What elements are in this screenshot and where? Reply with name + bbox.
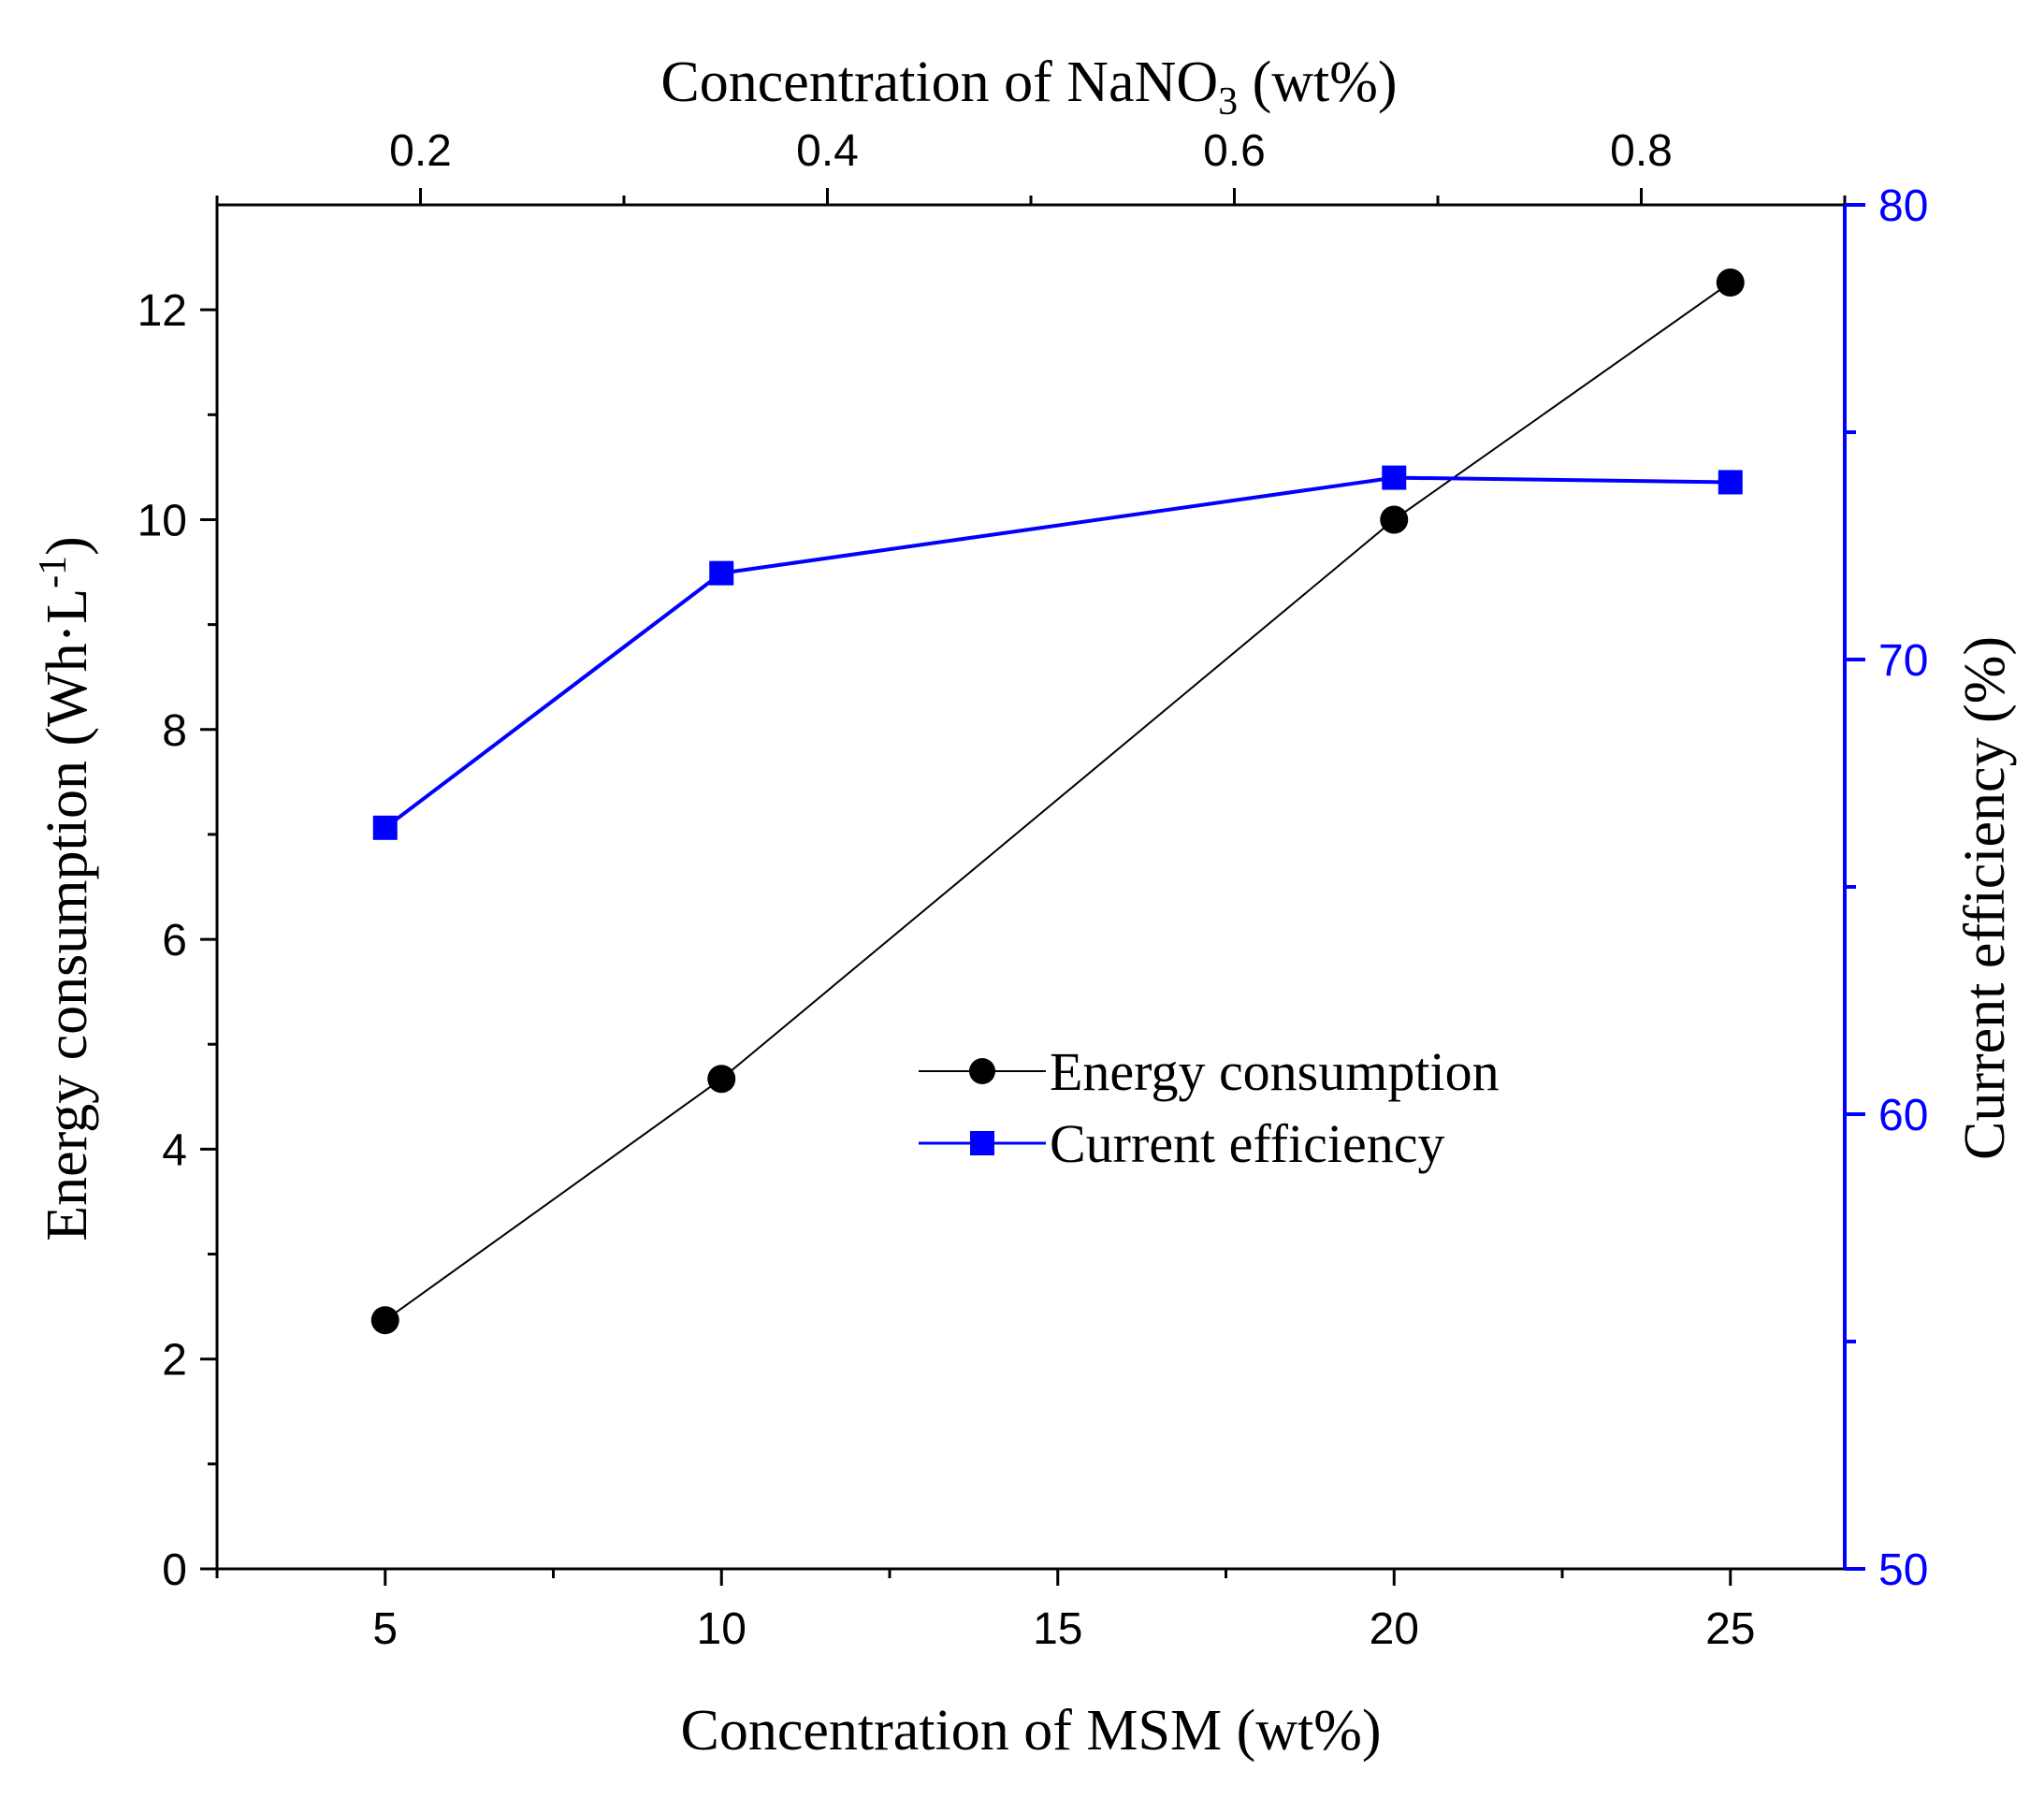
y-left-axis-title: Energy consumption (Wh·L-1) <box>32 536 99 1241</box>
data-point-current-efficiency <box>1382 465 1407 490</box>
y-left-tick-label: 0 <box>162 1545 187 1595</box>
x-top-axis-title: Concentration of NaNO3 (wt%) <box>660 51 1397 123</box>
x-bottom-axis-title: Concentration of MSM (wt%) <box>680 1699 1381 1763</box>
data-point-current-efficiency <box>709 560 734 586</box>
x-bottom-tick-label: 25 <box>1705 1604 1755 1654</box>
y-left-tick-label: 2 <box>162 1336 187 1386</box>
y-right-tick-label: 50 <box>1878 1545 1928 1595</box>
data-point-energy-consumption <box>370 1306 399 1335</box>
x-top-tick-label: 0.8 <box>1610 126 1673 176</box>
x-top-tick-label: 0.2 <box>389 126 452 176</box>
y-left-tick-label: 6 <box>162 916 187 965</box>
axis-ticks: 5 10 15 20 25 0.2 0.4 0.6 0.8 0 2 4 6 8 10 12 50 60 70 80 <box>138 126 1929 1654</box>
series-layer <box>370 268 1745 1335</box>
y-right-tick-label: 60 <box>1878 1091 1928 1140</box>
x-top-tick-label: 0.4 <box>796 126 859 176</box>
series-line-energy-consumption <box>384 282 1732 1322</box>
data-point-energy-consumption <box>1380 505 1409 534</box>
legend-label-efficiency: Current efficiency <box>1050 1113 1444 1174</box>
y-left-tick-label: 8 <box>162 706 187 756</box>
x-bottom-tick-label: 15 <box>1033 1604 1082 1654</box>
legend-label-energy: Energy consumption <box>1050 1041 1500 1102</box>
y-left-axis-title-close: ) <box>36 536 99 556</box>
legend-marker-energy <box>969 1058 995 1084</box>
legend-marker-efficiency <box>970 1131 994 1155</box>
data-point-current-efficiency <box>1718 470 1743 495</box>
axis-labels: Concentration of MSM (wt%) Concentration… <box>32 51 2017 1763</box>
y-left-axis-title-superscript: -1 <box>32 556 75 588</box>
data-point-energy-consumption <box>707 1065 736 1094</box>
x-top-tick-label: 0.6 <box>1203 126 1266 176</box>
y-right-tick-label: 70 <box>1878 636 1928 686</box>
y-right-axis-title: Current efficiency (%) <box>1953 636 2017 1160</box>
y-left-axis-title-main: Energy consumption (Wh·L <box>36 588 99 1241</box>
data-point-energy-consumption <box>1716 268 1745 297</box>
y-left-tick-label: 12 <box>138 286 187 336</box>
y-right-tick-label: 80 <box>1878 181 1928 231</box>
x-top-axis-title-prefix: Concentration of NaNO <box>660 51 1218 114</box>
x-bottom-tick-label: 10 <box>697 1604 747 1654</box>
legend: Energy consumption Current efficiency <box>919 1041 1500 1174</box>
x-top-axis-title-subscript: 3 <box>1218 80 1238 123</box>
x-top-axis-title-suffix: (wt%) <box>1238 51 1397 114</box>
series-line-current-efficiency <box>384 475 1731 830</box>
y-left-tick-label: 10 <box>138 496 187 545</box>
x-bottom-tick-label: 5 <box>372 1604 398 1654</box>
data-point-current-efficiency <box>372 815 398 840</box>
y-left-tick-label: 4 <box>162 1125 187 1175</box>
x-bottom-tick-label: 20 <box>1370 1604 1419 1654</box>
